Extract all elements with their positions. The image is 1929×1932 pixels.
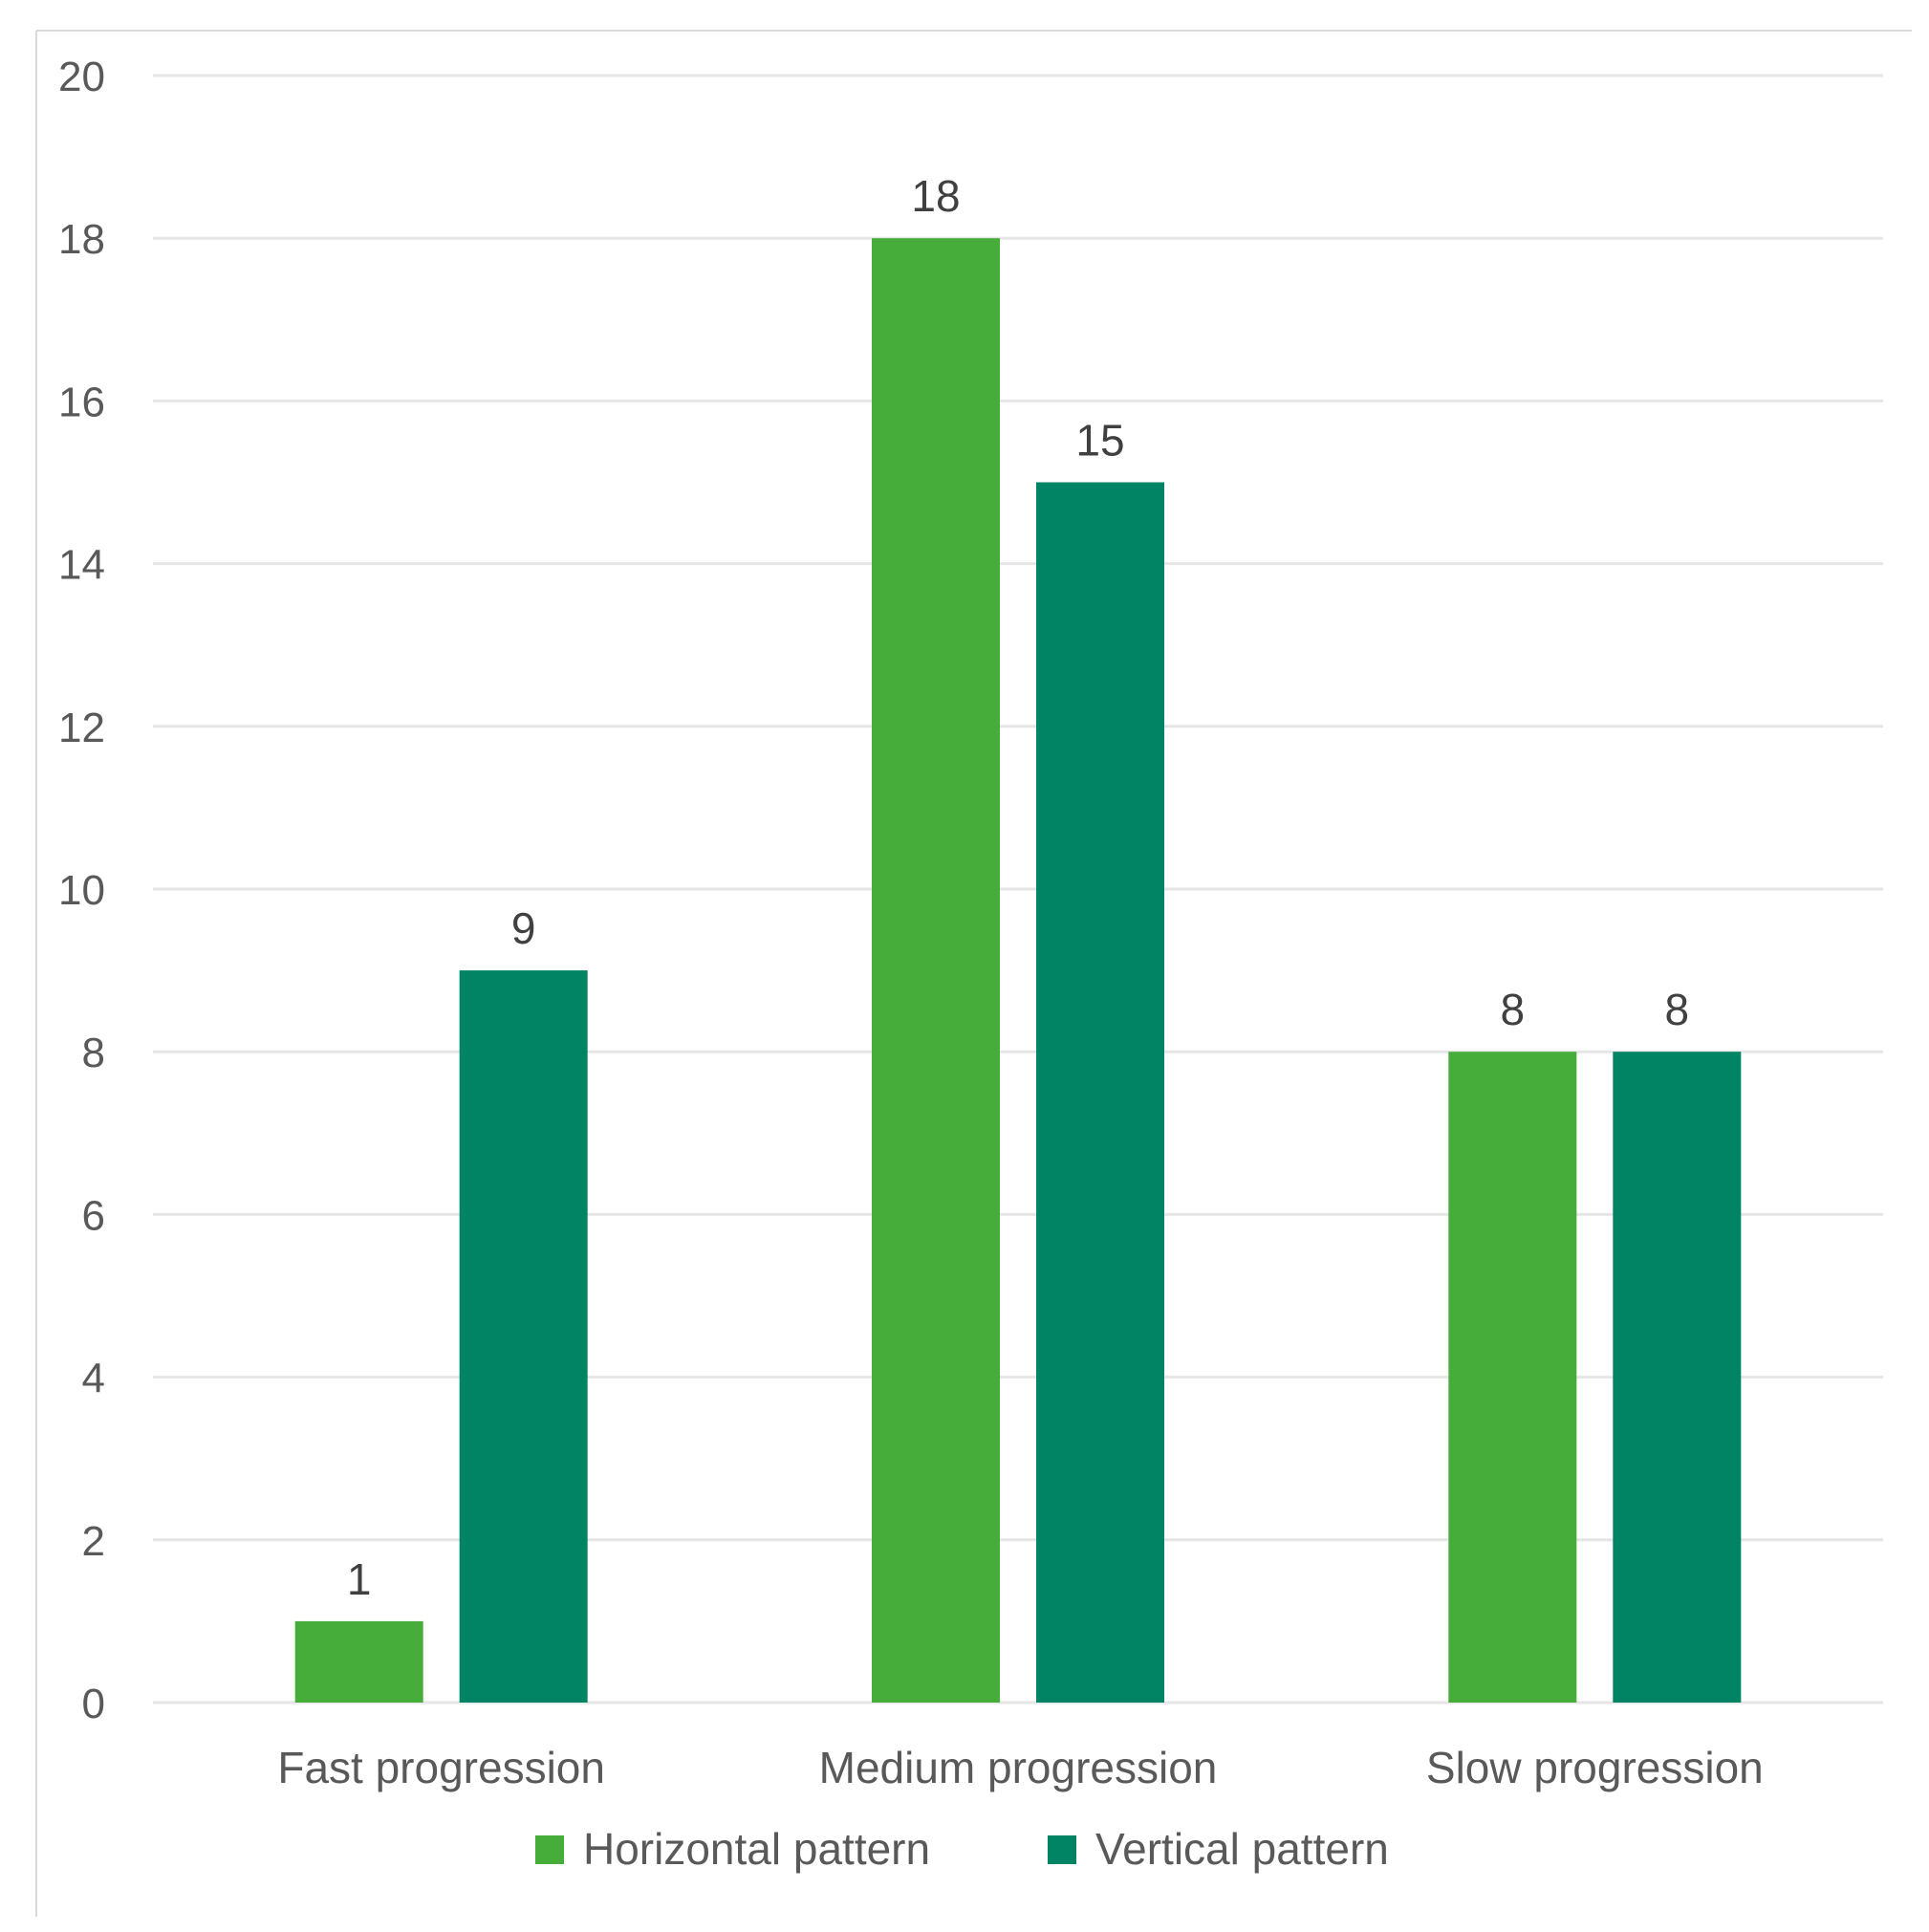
legend-item-horizontal-pattern[interactable]: Horizontal pattern [535,1824,930,1874]
y-tick-label: 6 [82,1192,105,1239]
x-category-label: Fast progression [277,1743,605,1792]
bar-horizontal-pattern [872,238,1000,1704]
bars [294,238,1742,1704]
x-category-label: Medium progression [819,1743,1218,1792]
data-label: 9 [511,903,536,953]
x-category-label: Slow progression [1426,1743,1764,1792]
legend-swatch [535,1835,564,1864]
y-tick-label: 8 [82,1030,105,1076]
gridlines [153,74,1883,1704]
y-tick-label: 14 [58,542,105,589]
y-tick-label: 12 [58,705,105,751]
y-axis-tick-labels: 0 2 4 6 8 10 12 14 16 18 20 [58,54,105,1727]
data-label: 18 [911,171,960,221]
y-tick-label: 0 [82,1681,105,1727]
y-tick-label: 10 [58,867,105,914]
data-labels: 1 9 18 15 8 8 [347,171,1689,1604]
bar-vertical-pattern [1613,1052,1742,1703]
legend-item-vertical-pattern[interactable]: Vertical pattern [1048,1824,1389,1874]
data-label: 8 [1501,985,1526,1034]
y-tick-label: 16 [58,379,105,425]
legend-label: Vertical pattern [1095,1824,1389,1874]
bar-horizontal-pattern [1448,1052,1577,1703]
y-tick-label: 4 [82,1356,105,1402]
y-tick-label: 2 [82,1518,105,1565]
legend[interactable]: Horizontal pattern Vertical pattern [535,1824,1389,1874]
x-axis-category-labels: Fast progression Medium progression Slow p… [277,1743,1763,1792]
legend-label: Horizontal pattern [583,1824,930,1874]
data-label: 15 [1075,416,1124,466]
bar-vertical-pattern [1036,482,1164,1703]
data-label: 8 [1665,985,1690,1034]
legend-swatch [1048,1835,1076,1864]
bar-horizontal-pattern [294,1620,423,1703]
bar-vertical-pattern [459,970,588,1703]
y-tick-label: 20 [58,54,105,100]
y-tick-label: 18 [58,216,105,263]
data-label: 1 [347,1554,372,1604]
chart-frame [35,30,1912,1917]
